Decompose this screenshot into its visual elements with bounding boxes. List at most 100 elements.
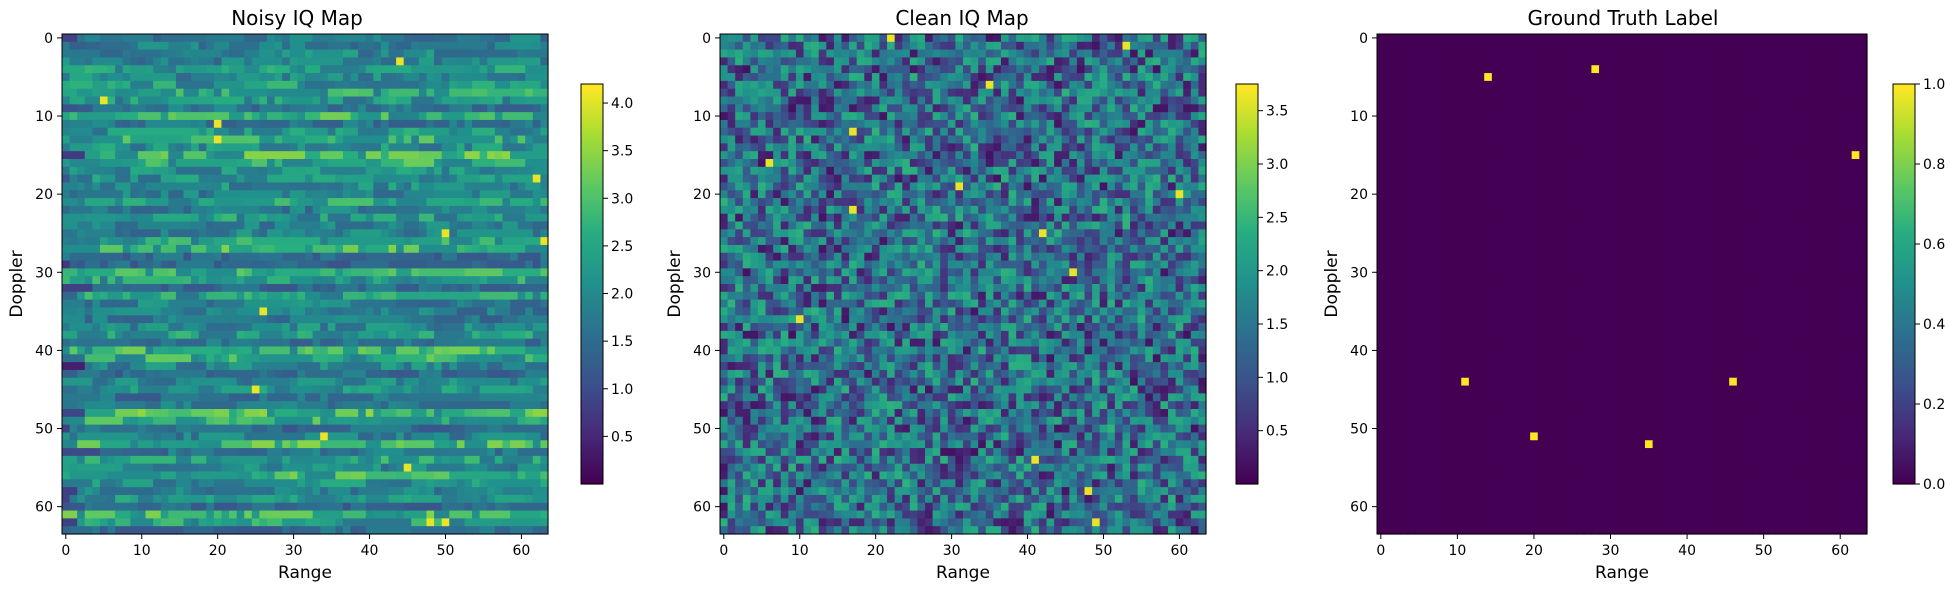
heatmap-cell bbox=[993, 65, 1002, 74]
heatmap-cell bbox=[456, 338, 466, 348]
heatmap-cell bbox=[259, 159, 268, 168]
heatmap-cell bbox=[1016, 80, 1025, 90]
heatmap-cell bbox=[373, 65, 382, 74]
heatmap-cell bbox=[1168, 112, 1177, 121]
heatmap-cell bbox=[312, 268, 321, 277]
heatmap-cell bbox=[434, 190, 443, 199]
heatmap-cell bbox=[267, 182, 276, 191]
heatmap-cell bbox=[449, 143, 458, 152]
heatmap-cell bbox=[350, 73, 359, 82]
heatmap-cell bbox=[456, 49, 466, 59]
heatmap-cell bbox=[198, 369, 207, 379]
heatmap-cell bbox=[137, 252, 147, 262]
heatmap-cell bbox=[502, 244, 511, 254]
heatmap-cell bbox=[449, 73, 458, 82]
heatmap-cell bbox=[925, 96, 934, 105]
heatmap-cell bbox=[251, 276, 261, 285]
heatmap-cell bbox=[274, 494, 283, 504]
heatmap-cell bbox=[99, 237, 109, 246]
colorbar-segment bbox=[581, 148, 603, 153]
heatmap-cell bbox=[727, 41, 736, 51]
heatmap-cell bbox=[970, 34, 979, 43]
heatmap-cell bbox=[236, 362, 245, 371]
heatmap-cell bbox=[434, 346, 443, 355]
heatmap-cell bbox=[168, 377, 177, 387]
colorbar-segment bbox=[581, 216, 603, 221]
heatmap-cell bbox=[494, 34, 504, 43]
heatmap-cell bbox=[864, 112, 873, 121]
heatmap-cell bbox=[963, 41, 972, 51]
heatmap-cell bbox=[373, 323, 382, 332]
heatmap-cell bbox=[320, 471, 329, 480]
heatmap-cell bbox=[525, 393, 534, 402]
heatmap-cell bbox=[327, 198, 336, 207]
heatmap-cell bbox=[365, 416, 374, 426]
heatmap-cell bbox=[849, 119, 858, 129]
heatmap-cell bbox=[244, 159, 253, 168]
heatmap-cell bbox=[426, 80, 435, 90]
heatmap-cell bbox=[137, 479, 147, 488]
heatmap-cell bbox=[456, 354, 466, 363]
heatmap-cell bbox=[788, 96, 797, 105]
heatmap-cell bbox=[502, 221, 511, 230]
heatmap-cell bbox=[282, 502, 291, 512]
heatmap-cell bbox=[494, 448, 504, 457]
heatmap-cell bbox=[403, 159, 412, 168]
heatmap-cell bbox=[153, 221, 162, 230]
heatmap-cell bbox=[449, 284, 458, 293]
heatmap-cell bbox=[62, 479, 71, 488]
heatmap-cell bbox=[434, 57, 443, 66]
heatmap-cell bbox=[236, 455, 245, 465]
heatmap-cell bbox=[153, 510, 162, 519]
heatmap-cell bbox=[464, 151, 473, 160]
heatmap-cell bbox=[358, 393, 367, 402]
heatmap-cell bbox=[259, 401, 268, 410]
heatmap-cell bbox=[887, 104, 896, 113]
heatmap-cell bbox=[1069, 96, 1078, 105]
heatmap-cell bbox=[335, 159, 344, 168]
heatmap-cell bbox=[130, 260, 139, 269]
heatmap-cell bbox=[251, 143, 261, 152]
heatmap-cell bbox=[335, 104, 344, 113]
heatmap-cell bbox=[213, 284, 223, 293]
heatmap-cell bbox=[229, 57, 238, 66]
heatmap-cell bbox=[472, 166, 481, 176]
heatmap-cell bbox=[985, 65, 994, 74]
heatmap-cell bbox=[978, 119, 987, 129]
heatmap-cell bbox=[342, 369, 352, 379]
heatmap-cell bbox=[993, 104, 1002, 113]
heatmap-cell bbox=[365, 143, 374, 152]
heatmap-cell bbox=[130, 182, 139, 191]
heatmap-cell bbox=[206, 268, 215, 277]
heatmap-cell bbox=[487, 119, 496, 129]
heatmap-cell bbox=[502, 510, 511, 519]
heatmap-cell bbox=[115, 174, 124, 184]
heatmap-cell bbox=[305, 510, 314, 519]
heatmap-cell bbox=[494, 159, 504, 168]
heatmap-cell bbox=[206, 244, 215, 254]
heatmap-cell bbox=[244, 229, 253, 238]
heatmap-cell bbox=[282, 393, 291, 402]
heatmap-cell bbox=[327, 526, 336, 535]
heatmap-cell bbox=[191, 377, 200, 387]
heatmap-cell bbox=[1160, 73, 1169, 82]
heatmap-cell bbox=[327, 96, 336, 105]
heatmap-cell bbox=[388, 518, 397, 527]
heatmap-cell bbox=[259, 463, 268, 473]
heatmap-cell bbox=[244, 135, 253, 144]
heatmap-cell bbox=[191, 213, 200, 223]
heatmap-cell bbox=[487, 315, 496, 324]
heatmap-cell bbox=[274, 174, 283, 184]
heatmap-cell bbox=[720, 34, 729, 43]
heatmap-cell bbox=[358, 526, 367, 535]
heatmap-cell bbox=[441, 260, 450, 269]
colorbar-segment bbox=[581, 176, 603, 181]
heatmap-cell bbox=[540, 190, 549, 199]
heatmap-cell bbox=[213, 330, 223, 340]
heatmap-cell bbox=[115, 182, 124, 191]
heatmap-cell bbox=[274, 182, 283, 191]
heatmap-cell bbox=[145, 440, 154, 449]
heatmap-cell bbox=[373, 510, 382, 519]
heatmap-cell bbox=[137, 432, 147, 441]
heatmap-cell bbox=[183, 284, 192, 293]
